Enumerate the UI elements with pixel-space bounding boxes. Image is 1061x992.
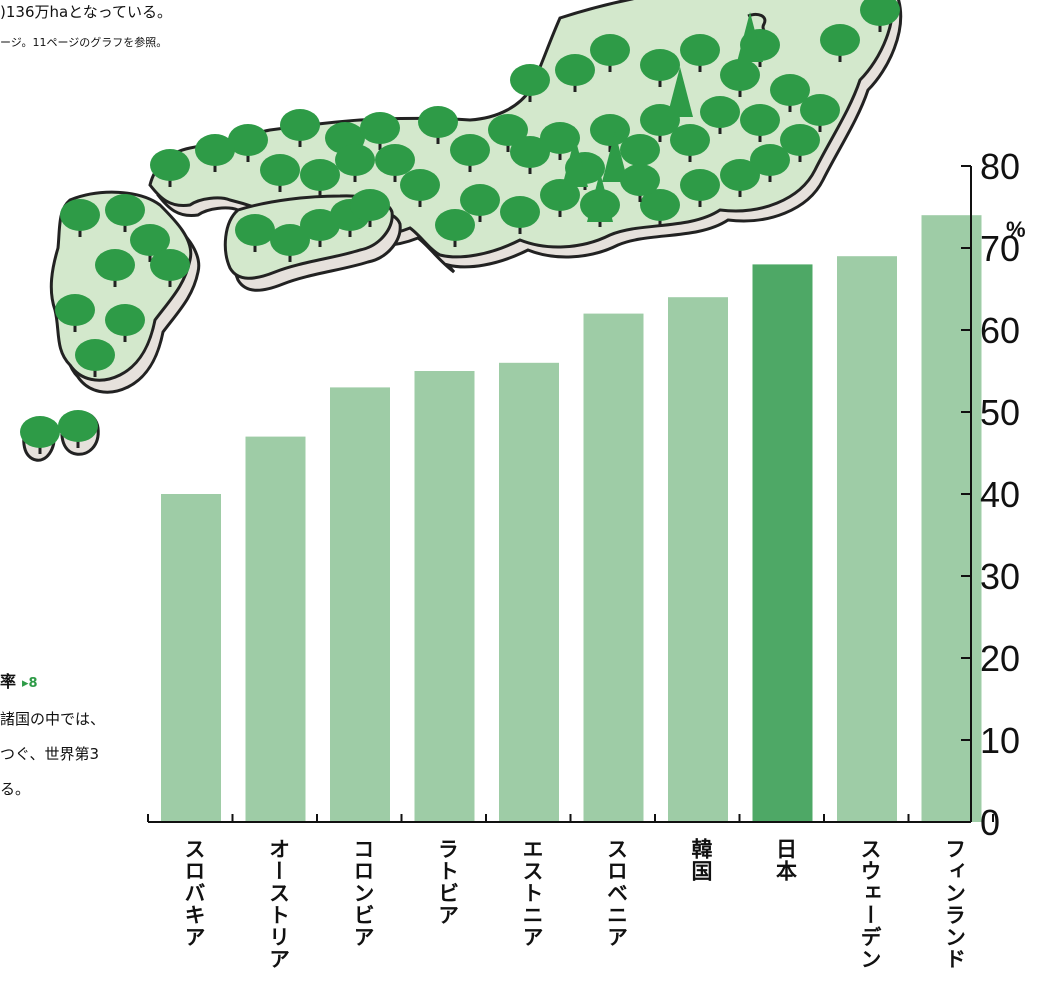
- bar-7: [668, 297, 728, 822]
- x-tick-label: コロンビア: [351, 838, 375, 948]
- tree-canopy: [130, 224, 170, 256]
- bar-6: [583, 313, 644, 822]
- top-text-line-2: ージ。11ページのグラフを参照。: [0, 36, 168, 49]
- tree-canopy: [55, 294, 95, 326]
- bar-9: [837, 256, 897, 822]
- side-body-line-2: つぐ、世界第3: [0, 745, 100, 763]
- tree-canopy: [720, 159, 760, 191]
- tree-canopy: [670, 124, 710, 156]
- tree-canopy: [360, 112, 400, 144]
- tree-canopy: [590, 34, 630, 66]
- side-body-line-3: る。: [0, 780, 31, 798]
- tree-canopy: [300, 209, 340, 241]
- tree-canopy: [680, 34, 720, 66]
- tree-canopy: [375, 144, 415, 176]
- tree-canopy: [540, 122, 580, 154]
- top-text-line-1: )136万haとなっている。: [0, 3, 172, 21]
- tree-canopy: [510, 64, 550, 96]
- conifer-tree: [562, 137, 588, 187]
- x-tick-label: 日本: [773, 838, 798, 882]
- tree-canopy: [450, 134, 490, 166]
- y-tick-label: 0: [980, 802, 1000, 843]
- y-tick-label: 20: [980, 638, 1020, 679]
- x-tick-label: 韓国: [689, 838, 713, 882]
- y-tick-label: 70: [980, 228, 1020, 269]
- conifer-tree: [602, 132, 628, 182]
- tree-canopy: [860, 0, 900, 26]
- tree-canopy: [510, 136, 550, 168]
- tree-canopy: [680, 169, 720, 201]
- x-tick-label: スロベニア: [604, 838, 629, 948]
- x-tick-label: エストニア: [520, 838, 544, 948]
- tree-canopy: [260, 154, 300, 186]
- conifer-tree: [587, 172, 613, 222]
- tree-canopy: [700, 96, 740, 128]
- tree-canopy: [150, 149, 190, 181]
- tree-canopy: [620, 134, 660, 166]
- bar-1: [161, 494, 221, 822]
- tree-canopy: [105, 194, 145, 226]
- y-tick-label: 40: [980, 474, 1020, 515]
- y-tick-label: 10: [980, 720, 1020, 761]
- tree-canopy: [228, 124, 268, 156]
- x-tick-label: スロバキア: [182, 838, 206, 948]
- bar-2: [245, 436, 306, 822]
- tree-canopy: [780, 124, 820, 156]
- tree-canopy: [418, 106, 458, 138]
- tree-canopy: [770, 74, 810, 106]
- tree-canopy: [195, 134, 235, 166]
- x-tick-label: フィンランド: [942, 838, 967, 970]
- tree-canopy: [335, 144, 375, 176]
- tree-canopy: [350, 189, 390, 221]
- tree-canopy: [75, 339, 115, 371]
- tree-canopy: [60, 199, 100, 231]
- tree-canopy: [460, 184, 500, 216]
- tree-canopy: [20, 416, 60, 448]
- y-tick-label: 50: [980, 392, 1020, 433]
- tree-canopy: [488, 114, 528, 146]
- tree-canopy: [105, 304, 145, 336]
- y-tick-label: 80: [980, 146, 1020, 187]
- y-axis-unit: %: [1006, 217, 1026, 242]
- tree-canopy: [640, 49, 680, 81]
- tree-canopy: [235, 214, 275, 246]
- tree-canopy: [640, 189, 680, 221]
- tree-canopy: [300, 159, 340, 191]
- y-tick-label: 60: [980, 310, 1020, 351]
- x-tick-label: スウェーデン: [858, 838, 882, 970]
- y-tick-label: 30: [980, 556, 1020, 597]
- tree-canopy: [500, 196, 540, 228]
- side-body-line-1: 諸国の中では、: [0, 710, 106, 728]
- bar-10: [921, 215, 982, 822]
- conifer-tree: [737, 12, 763, 62]
- tree-canopy: [820, 24, 860, 56]
- side-heading: 率 ▸8: [0, 668, 38, 692]
- tree-canopy: [555, 54, 595, 86]
- side-heading-ref: ▸8: [22, 676, 38, 691]
- side-heading-text: 率: [0, 672, 17, 691]
- tree-canopy: [800, 94, 840, 126]
- tree-canopy: [620, 164, 660, 196]
- conifer-tree: [667, 67, 693, 117]
- tree-canopy: [280, 109, 320, 141]
- tree-canopy: [270, 224, 310, 256]
- tree-canopy: [150, 249, 190, 281]
- tree-canopy: [400, 169, 440, 201]
- x-tick-label: ラトビア: [435, 838, 460, 926]
- bar-3: [330, 387, 390, 822]
- bar-5: [499, 362, 559, 822]
- tree-canopy: [590, 114, 630, 146]
- x-tick-label: オーストリア: [266, 838, 291, 970]
- tree-canopy: [95, 249, 135, 281]
- bar-4: [414, 371, 475, 822]
- tree-canopy: [720, 59, 760, 91]
- tree-canopy: [435, 209, 475, 241]
- tree-canopy: [750, 144, 790, 176]
- tree-canopy: [740, 104, 780, 136]
- bar-8: [752, 264, 813, 822]
- tree-canopy: [58, 410, 98, 442]
